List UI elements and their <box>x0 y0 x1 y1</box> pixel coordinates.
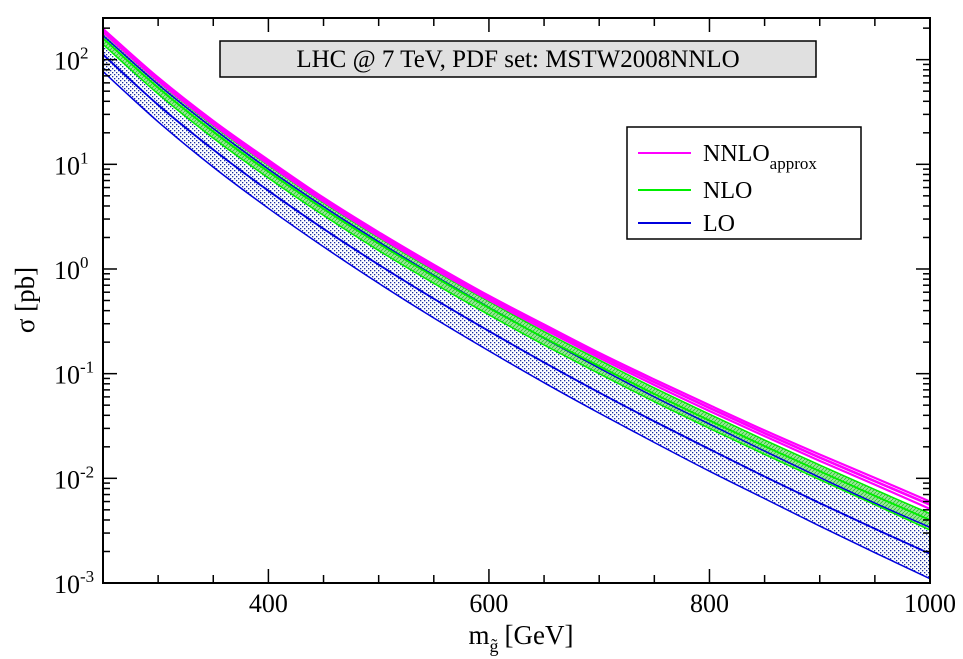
y-tick-label: 100 <box>54 253 89 285</box>
legend: NNLOapprox NLO LO <box>626 126 862 240</box>
legend-label-nlo: NLO <box>703 178 752 204</box>
line-nnlo-central <box>103 29 930 506</box>
legend-label-nnlo: NNLOapprox <box>703 141 817 173</box>
x-tick-label: 800 <box>690 589 729 618</box>
x-tick-label: 600 <box>469 589 508 618</box>
series-lines <box>103 28 930 580</box>
line-nlo-high <box>103 31 930 515</box>
x-axis-title: mg̃ [GeV] <box>469 620 574 656</box>
y-tick-label: 10-1 <box>54 358 94 390</box>
line-nlo-central <box>103 37 930 521</box>
y-tick-label: 102 <box>54 44 89 76</box>
band-lo <box>103 35 930 579</box>
line-nnlo-high <box>103 28 930 503</box>
title-box: LHC @ 7 TeV, PDF set: MSTW2008NNLO <box>219 40 817 78</box>
x-tick-label: 400 <box>249 589 288 618</box>
legend-box <box>626 126 862 240</box>
y-tick-label: 10-3 <box>54 567 94 599</box>
y-axis-title: σ [pb] <box>10 267 40 333</box>
y-tick-label: 101 <box>54 148 89 180</box>
axis-tick-labels: 400 600 800 1000 10-3 10-2 10-1 100 101 102 <box>54 44 956 618</box>
line-nnlo-low <box>103 31 930 510</box>
axis-ticks <box>102 18 931 584</box>
x-tick-label: 1000 <box>904 589 956 618</box>
line-lo-low <box>103 70 930 580</box>
legend-label-lo: LO <box>703 211 735 237</box>
uncertainty-bands <box>103 31 930 579</box>
line-lo-central <box>103 53 930 555</box>
y-tick-label: 10-2 <box>54 462 94 494</box>
title-background <box>219 40 817 78</box>
band-nlo <box>103 31 930 531</box>
chart-title: LHC @ 7 TeV, PDF set: MSTW2008NNLO <box>296 46 739 73</box>
line-nlo-low <box>103 43 930 531</box>
